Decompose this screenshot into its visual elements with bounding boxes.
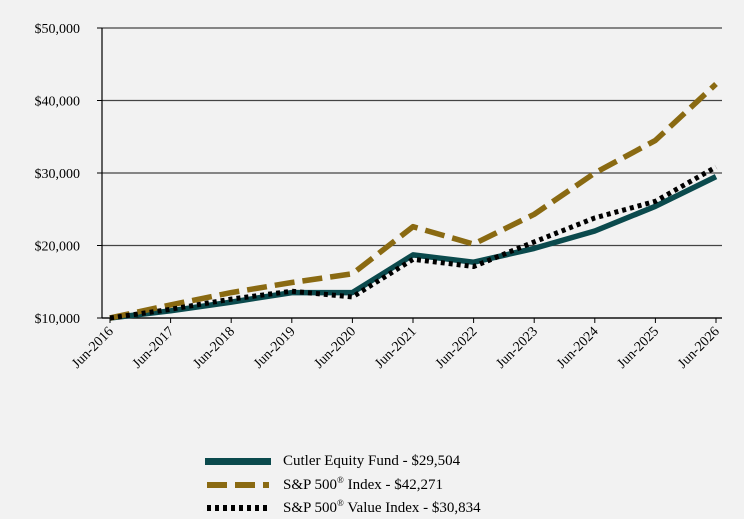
series-line-s-p-500-index-42-271 — [109, 81, 718, 321]
legend-label-value: S&P 500® Value Index - $30,834 — [283, 498, 481, 516]
y-tick-label: $50,000 — [35, 22, 81, 37]
x-tick-label: Jun-2016 — [69, 324, 116, 371]
gridlines — [102, 27, 722, 319]
series-line-s-p-500-value-index-30-8 — [109, 164, 718, 321]
legend-item-fund: Cutler Equity Fund - $29,504 — [205, 450, 481, 473]
x-tick-label: Jun-2023 — [494, 324, 541, 371]
legend-swatch-fund — [205, 458, 271, 465]
legend: Cutler Equity Fund - $29,504 S&P 500® In… — [205, 450, 481, 519]
legend-label-sp500: S&P 500® Index - $42,271 — [283, 475, 444, 493]
y-axis-ticks: $10,000 $20,000 $30,000 $40,000 $50,000 — [35, 22, 102, 327]
x-tick-label: Jun-2017 — [130, 324, 177, 371]
x-axis-ticks: Jun-2016 Jun-2017 Jun-2018 Jun-2019 Jun-2020… — [69, 318, 723, 372]
x-tick-label: Jun-2024 — [554, 324, 601, 371]
legend-label-fund: Cutler Equity Fund - $29,504 — [283, 453, 461, 469]
series-line-cutler-equity-fund-29-50 — [109, 174, 718, 321]
x-tick-label: Jun-2019 — [251, 324, 298, 371]
y-tick-label: $10,000 — [35, 312, 81, 327]
y-tick-label: $40,000 — [35, 95, 81, 110]
series-lines — [109, 81, 718, 321]
legend-item-sp500: S&P 500® Index - $42,271 — [205, 473, 481, 496]
x-tick-label: Jun-2018 — [191, 324, 238, 371]
legend-item-value: S&P 500® Value Index - $30,834 — [205, 496, 481, 519]
legend-swatch-sp500 — [207, 481, 269, 488]
legend-swatch-value — [207, 504, 269, 511]
x-tick-label: Jun-2025 — [615, 324, 662, 371]
x-tick-label: Jun-2022 — [433, 324, 480, 371]
x-tick-label: Jun-2021 — [372, 324, 419, 371]
x-tick-label: Jun-2026 — [675, 324, 722, 371]
y-tick-label: $20,000 — [35, 240, 81, 255]
y-tick-label: $30,000 — [35, 167, 81, 182]
line-chart: $10,000 $20,000 $30,000 $40,000 $50,000 Jun-… — [35, 22, 723, 372]
x-tick-label: Jun-2020 — [312, 324, 359, 371]
